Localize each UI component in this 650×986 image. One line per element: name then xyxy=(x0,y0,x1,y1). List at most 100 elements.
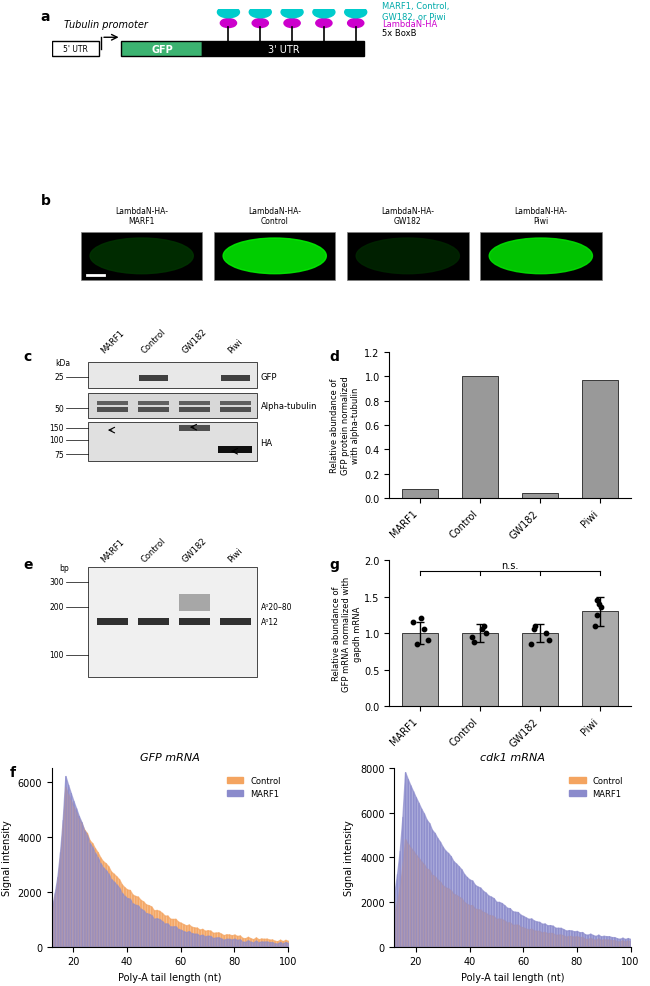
Text: 200: 200 xyxy=(49,602,64,611)
Text: 50: 50 xyxy=(55,404,64,413)
Y-axis label: Relative abundance of
GFP protein normalized
with alpha-tubulin: Relative abundance of GFP protein normal… xyxy=(330,377,360,475)
Text: 75: 75 xyxy=(55,451,64,459)
Y-axis label: Relative abundance of
GFP mRNA normalized with
gapdh mRNA: Relative abundance of GFP mRNA normalize… xyxy=(332,576,361,691)
Text: MARF1: MARF1 xyxy=(99,536,125,563)
Bar xyxy=(97,407,128,412)
Point xyxy=(526,636,537,652)
Point xyxy=(481,625,491,641)
Bar xyxy=(462,377,498,499)
Point xyxy=(478,618,489,634)
Title: GFP mRNA: GFP mRNA xyxy=(140,752,200,762)
Bar xyxy=(139,376,168,382)
Bar xyxy=(202,42,365,56)
Text: LambdaN-HA-
GW182: LambdaN-HA- GW182 xyxy=(382,206,434,226)
Text: n.s.: n.s. xyxy=(501,560,519,571)
Point xyxy=(594,597,604,612)
Text: f: f xyxy=(10,765,16,779)
Legend: Control, MARF1: Control, MARF1 xyxy=(224,772,284,802)
Ellipse shape xyxy=(281,8,303,19)
Text: GW182: GW182 xyxy=(180,535,208,563)
Ellipse shape xyxy=(348,20,364,29)
Point xyxy=(530,618,540,634)
Ellipse shape xyxy=(223,239,326,274)
Ellipse shape xyxy=(252,20,268,29)
Bar xyxy=(52,42,99,56)
Text: bp: bp xyxy=(59,564,69,573)
Bar xyxy=(220,401,251,406)
Bar xyxy=(179,594,210,611)
Text: b: b xyxy=(40,193,50,207)
Point xyxy=(541,625,551,641)
Ellipse shape xyxy=(218,8,239,19)
Text: MARF1, Control,
GW182, or Piwi: MARF1, Control, GW182, or Piwi xyxy=(382,2,449,22)
Point xyxy=(592,593,602,608)
Point xyxy=(408,614,419,630)
Text: A⁰20–80: A⁰20–80 xyxy=(261,602,292,611)
Text: Alpha-tubulin: Alpha-tubulin xyxy=(261,402,317,411)
Point xyxy=(476,622,487,638)
Bar xyxy=(138,618,169,625)
Bar xyxy=(221,376,250,382)
Bar xyxy=(97,401,128,406)
Bar xyxy=(347,233,469,281)
Bar xyxy=(218,447,252,454)
Bar xyxy=(179,407,210,412)
Text: 100: 100 xyxy=(49,436,64,445)
Ellipse shape xyxy=(489,239,592,274)
Bar xyxy=(138,401,169,406)
Text: MARF1: MARF1 xyxy=(99,328,125,356)
Bar xyxy=(522,494,558,499)
Text: GFP: GFP xyxy=(151,44,173,54)
Text: 5' UTR: 5' UTR xyxy=(63,45,88,54)
Text: 5x BoxB: 5x BoxB xyxy=(382,29,416,37)
Bar xyxy=(88,423,257,462)
Text: Tubulin promoter: Tubulin promoter xyxy=(64,20,148,30)
Bar xyxy=(179,426,210,432)
Bar xyxy=(402,633,437,706)
Bar xyxy=(138,407,169,412)
Bar xyxy=(88,363,257,389)
Point xyxy=(412,636,423,652)
Bar xyxy=(214,233,335,281)
Point xyxy=(416,611,426,627)
Y-axis label: Signal intensity: Signal intensity xyxy=(344,819,354,895)
Text: Piwi: Piwi xyxy=(226,545,244,563)
Ellipse shape xyxy=(316,20,332,29)
Text: 150: 150 xyxy=(49,424,64,433)
Bar xyxy=(179,401,210,406)
Text: GW182: GW182 xyxy=(180,327,208,356)
X-axis label: Poly-A tail length (nt): Poly-A tail length (nt) xyxy=(461,972,564,982)
Text: e: e xyxy=(23,557,32,572)
Bar xyxy=(179,618,210,625)
Text: d: d xyxy=(329,350,339,364)
Text: kDa: kDa xyxy=(56,358,71,368)
Text: c: c xyxy=(23,350,31,364)
Text: Piwi: Piwi xyxy=(226,337,244,356)
Text: Control: Control xyxy=(139,535,167,563)
Text: LambdaN-HA: LambdaN-HA xyxy=(382,20,437,29)
Ellipse shape xyxy=(90,239,193,274)
Text: LambdaN-HA-
MARF1: LambdaN-HA- MARF1 xyxy=(115,206,168,226)
Text: A⁰12: A⁰12 xyxy=(261,617,278,626)
Point xyxy=(419,622,429,638)
Bar xyxy=(480,233,602,281)
Point xyxy=(422,633,433,649)
Bar xyxy=(462,633,498,706)
Bar xyxy=(582,381,618,499)
Bar xyxy=(402,490,437,499)
Text: Control: Control xyxy=(139,327,167,356)
Ellipse shape xyxy=(220,20,237,29)
X-axis label: Poly-A tail length (nt): Poly-A tail length (nt) xyxy=(118,972,222,982)
Point xyxy=(590,618,600,634)
Bar xyxy=(88,393,257,418)
Text: LambdaN-HA-
Control: LambdaN-HA- Control xyxy=(248,206,301,226)
Bar xyxy=(88,568,257,677)
Bar xyxy=(220,407,251,412)
Point xyxy=(592,607,602,623)
Point xyxy=(467,629,477,645)
Point xyxy=(529,622,539,638)
Point xyxy=(469,634,479,650)
Text: LambdaN-HA-
Piwi: LambdaN-HA- Piwi xyxy=(514,206,567,226)
Text: 3' UTR: 3' UTR xyxy=(268,44,299,54)
Text: HA: HA xyxy=(261,439,272,448)
